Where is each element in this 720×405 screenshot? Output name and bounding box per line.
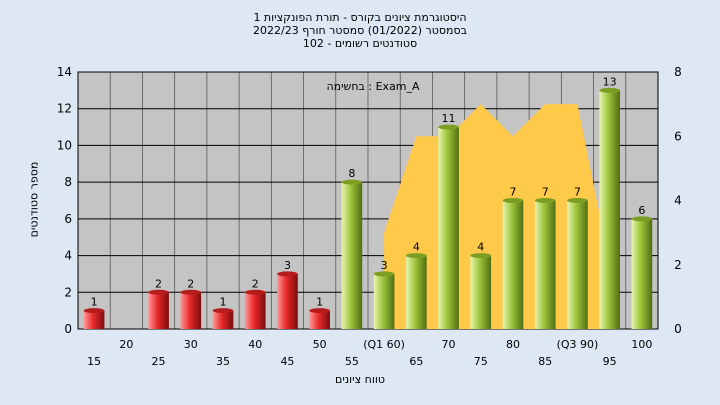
bar-cap-16 (599, 87, 620, 93)
bar-cap-14 (534, 198, 556, 203)
x-tick-label-15: (Q3 90) (557, 338, 599, 351)
bar-cap-6 (277, 271, 298, 277)
bar-8 (341, 182, 363, 329)
bar-cap-0 (83, 308, 105, 314)
bar-value-label-14: 7 (542, 186, 549, 199)
chart-title-line-3: סטודנטים רשומים - 102 (302, 37, 418, 50)
bar-value-label-17: 6 (638, 204, 645, 217)
y-tick-label-6: 12 (57, 102, 72, 116)
x-tick-label-17: 100 (631, 338, 652, 351)
x-tick-label-9: (Q1 60) (363, 338, 405, 351)
y-tick-label-3: 6 (64, 212, 72, 226)
x-tick-label-7: 50 (313, 338, 327, 351)
bar-15 (567, 200, 588, 329)
bar-7 (309, 310, 330, 329)
x-tick-label-0: 15 (87, 355, 101, 368)
x-tick-label-6: 45 (280, 355, 294, 368)
y2-tick-label-2: 4 (674, 194, 682, 208)
x-tick-label-12: 75 (474, 355, 488, 368)
bar-cap-12 (470, 253, 492, 259)
bar-value-label-2: 2 (155, 277, 162, 290)
bar-0 (83, 310, 105, 329)
x-tick-label-10: 65 (409, 355, 423, 368)
x-tick-label-8: 55 (345, 355, 359, 368)
y2-tick-label-3: 6 (674, 129, 682, 143)
bar-cap-9 (373, 271, 395, 277)
bar-16 (599, 90, 620, 329)
bar-value-label-13: 7 (510, 186, 517, 199)
bar-value-label-11: 11 (442, 112, 456, 125)
y2-tick-label-4: 8 (674, 65, 682, 79)
y2-tick-label-1: 2 (674, 258, 682, 272)
bar-value-label-4: 1 (220, 296, 227, 309)
y-tick-label-1: 2 (64, 285, 72, 299)
bar-cap-7 (309, 308, 330, 314)
bar-value-label-8: 8 (348, 167, 355, 180)
bar-value-label-3: 2 (187, 277, 194, 290)
x-tick-label-16: 95 (603, 355, 617, 368)
bar-10 (406, 255, 427, 329)
bar-12 (470, 255, 492, 329)
bar-cap-17 (631, 216, 653, 222)
x-tick-label-3: 30 (184, 338, 198, 351)
y2-tick-label-0: 0 (674, 322, 682, 336)
bar-cap-15 (567, 198, 588, 203)
bar-cap-13 (502, 198, 524, 203)
bar-9 (373, 273, 395, 329)
bar-2 (148, 292, 169, 329)
bar-value-label-7: 1 (316, 296, 323, 309)
bar-value-label-15: 7 (574, 186, 581, 199)
bar-cap-5 (244, 289, 266, 295)
bar-value-label-10: 4 (413, 241, 420, 254)
bar-value-label-12: 4 (477, 241, 484, 254)
chart-annotation: בחשימה : Exam_A (326, 80, 420, 93)
x-tick-label-13: 80 (506, 338, 520, 351)
bar-cap-3 (180, 289, 202, 295)
y-tick-label-4: 8 (64, 175, 72, 189)
bar-cap-10 (406, 253, 427, 259)
bar-value-label-6: 3 (284, 259, 291, 272)
y-axis-title: מספר סטודנטים (27, 161, 41, 238)
bar-value-label-9: 3 (381, 259, 388, 272)
bar-4 (212, 310, 234, 329)
bar-value-label-16: 13 (603, 75, 617, 88)
bar-13 (502, 200, 524, 329)
bar-14 (534, 200, 556, 329)
bar-3 (180, 292, 202, 329)
bar-cap-2 (148, 289, 169, 295)
bar-5 (244, 292, 266, 329)
bar-17 (631, 218, 653, 329)
chart-title-line-1: היסטוגרמת ציונים בקורס - תורת הפונקציות … (253, 11, 467, 24)
x-tick-label-1: 20 (119, 338, 133, 351)
bar-cap-11 (438, 124, 459, 130)
y-tick-label-2: 4 (64, 249, 72, 263)
y-tick-label-5: 10 (57, 138, 72, 152)
x-tick-label-4: 35 (216, 355, 230, 368)
x-tick-label-2: 25 (152, 355, 166, 368)
bar-value-label-0: 1 (91, 296, 98, 309)
bar-6 (277, 273, 298, 329)
bar-cap-4 (212, 308, 234, 314)
bar-11 (438, 127, 459, 329)
y-tick-label-7: 14 (57, 65, 72, 79)
x-axis-title: טווח ציונים (335, 373, 385, 386)
chart-title-line-2: בסמסטר (01/2022) סמסטר חורף 2022/23 (253, 24, 467, 37)
x-tick-label-5: 40 (248, 338, 262, 351)
bar-cap-8 (341, 179, 363, 185)
bar-value-label-5: 2 (252, 277, 259, 290)
y-tick-label-0: 0 (64, 322, 72, 336)
x-tick-label-11: 70 (442, 338, 456, 351)
x-tick-label-14: 85 (538, 355, 552, 368)
